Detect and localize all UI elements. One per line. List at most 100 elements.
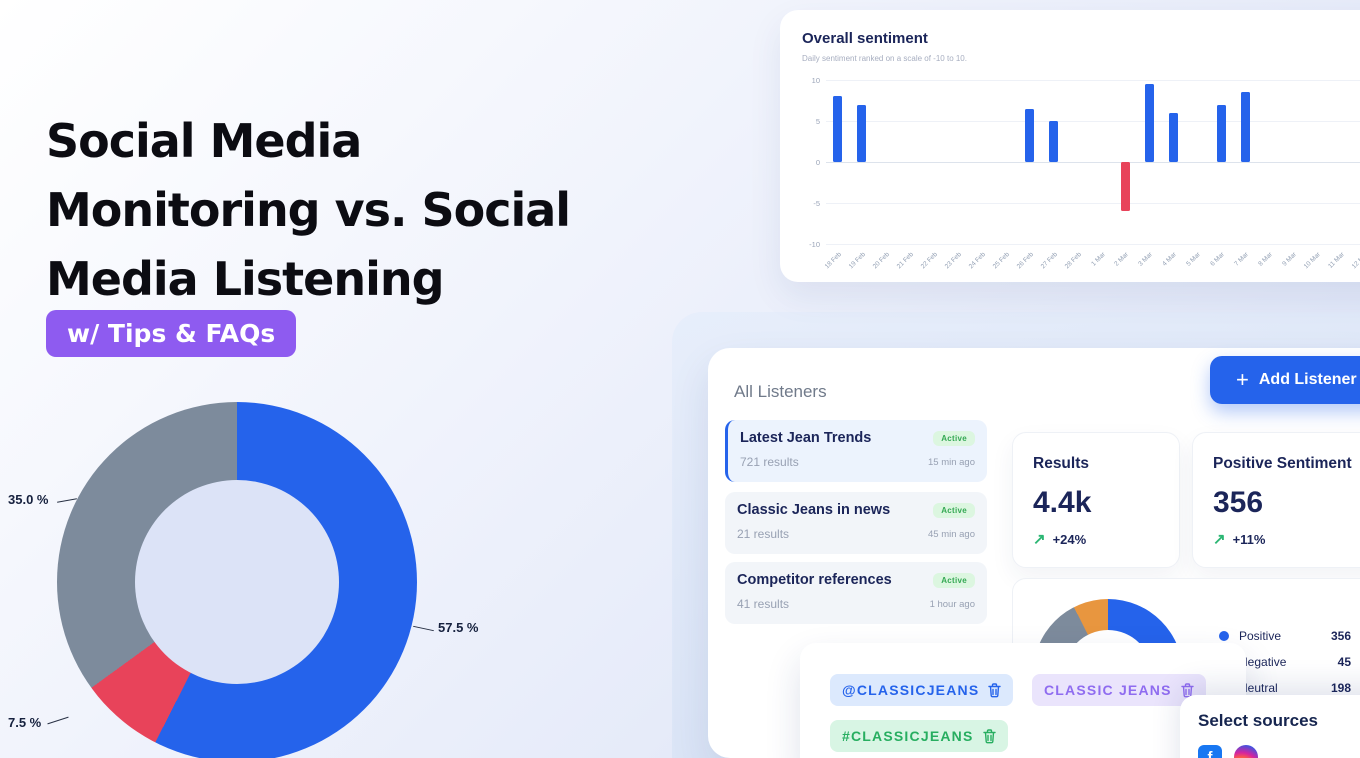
y-axis-tick: 0 [815,157,820,167]
listener-item[interactable]: Classic Jeans in news Active 21 results … [725,492,987,554]
x-axis-tick: 28 Feb [1063,251,1083,271]
facebook-icon[interactable]: f [1198,745,1222,758]
sentiment-bar [833,96,843,162]
legend-value: 45 [1337,655,1351,669]
sentiment-bar [1216,104,1226,162]
x-axis-tick: 7 Mar [1233,251,1251,268]
leader-line [47,716,69,725]
y-axis-tick: 5 [815,116,820,126]
legend-value: 356 [1330,629,1351,643]
x-axis-tick: 5 Mar [1185,251,1203,268]
gridline [826,162,1360,163]
sentiment-bar [857,104,867,162]
x-axis-tick: 6 Mar [1209,251,1227,268]
status-badge: Active [933,502,975,518]
tips-faqs-badge: w/ Tips & FAQs [46,310,297,357]
listener-time: 45 min ago [927,528,975,540]
sources-icon-row: f [1198,745,1360,758]
x-axis-tick: 25 Feb [991,251,1011,271]
gridline [826,244,1360,245]
stat-value: 356 [1213,486,1264,519]
keyword-chip-label: @CLASSICJEANS [842,682,980,698]
legend-value: 198 [1330,681,1351,695]
listener-results: 41 results [737,597,790,611]
gridline [826,203,1360,204]
legend-label: Negative [1239,655,1287,669]
keyword-chip[interactable]: CLASSIC JEANS [1032,674,1206,706]
sentiment-bar [1144,84,1154,162]
x-axis-tick: 8 Mar [1257,251,1275,268]
tracked-keywords-card: @CLASSICJEANS CLASSIC JEANS #CLASSICJEAN… [800,643,1246,758]
x-axis-tick: 4 Mar [1161,251,1179,268]
listener-name: Classic Jeans in news [737,502,891,518]
title-line-2: Monitoring vs. Social [46,182,571,237]
trash-icon[interactable] [988,682,1002,698]
y-axis-tick: -10 [809,239,820,249]
trash-icon[interactable] [982,728,996,744]
x-axis-tick: 2 Mar [1113,251,1131,268]
sentiment-bar-chart: 10 5 0 -5 -10 18 Feb 19 Feb 20 Feb 21 Feb 22 Feb 2… [809,76,1360,270]
sentiment-card-title: Overall sentiment [802,30,928,47]
select-sources-title: Select sources [1198,711,1319,730]
stat-label: Positive Sentiment [1213,455,1352,472]
share-donut-chart [57,402,417,758]
listener-item[interactable]: Latest Jean Trends Active 721 results 15… [725,420,987,482]
donut-label-red: 7.5 % [8,715,42,730]
page-title: Social Media Monitoring vs. Social Media… [46,107,571,314]
legend-row-positive: Positive 356 [1219,623,1351,649]
positive-dot-icon [1219,631,1229,641]
keyword-chip-label: #CLASSICJEANS [842,728,974,744]
x-axis-tick: 21 Feb [895,251,915,271]
x-axis-tick: 24 Feb [967,251,987,271]
listener-results: 721 results [740,455,799,469]
status-badge: Active [933,430,975,446]
sentiment-bar [1240,92,1250,162]
listener-time: 15 min ago [927,456,975,468]
listener-item[interactable]: Competitor references Active 41 results … [725,562,987,624]
x-axis-tick: 27 Feb [1039,251,1059,271]
x-axis-tick: 18 Feb [823,251,843,271]
x-axis-tick: 22 Feb [919,251,939,271]
add-listener-label: Add Listener [1258,371,1357,388]
keyword-chip-label: CLASSIC JEANS [1044,682,1172,698]
legend-label: Positive [1239,629,1282,643]
keyword-chip[interactable]: #CLASSICJEANS [830,720,1008,752]
x-axis-tick: 9 Mar [1281,251,1299,268]
leader-line [413,625,434,632]
keyword-chip[interactable]: @CLASSICJEANS [830,674,1014,706]
add-listener-button[interactable]: + Add Listener [1210,356,1360,404]
sentiment-bar [1168,112,1178,162]
y-axis-tick: 10 [811,75,820,85]
stat-delta-value: +11% [1232,531,1266,547]
x-axis-tick: 26 Feb [1015,251,1035,271]
donut-label-blue: 57.5 % [438,620,479,635]
x-axis-tick: 20 Feb [871,251,891,271]
sentiment-card-subtitle: Daily sentiment ranked on a scale of -10… [802,54,967,63]
gridline [826,80,1360,81]
sentiment-bar [1025,108,1035,162]
overall-sentiment-card: Overall sentiment Daily sentiment ranked… [780,10,1360,282]
x-axis-tick: 11 Mar [1327,251,1347,270]
instagram-icon[interactable] [1234,745,1258,758]
x-axis-tick: 10 Mar [1302,251,1323,271]
stat-delta-value: +24% [1052,531,1087,547]
plus-icon: + [1236,367,1249,392]
leader-line [57,498,77,503]
listeners-panel-title: All Listeners [734,382,827,401]
listener-results: 21 results [737,527,790,541]
title-line-3: Media Listening [46,251,445,306]
x-axis-tick: 3 Mar [1137,251,1155,268]
donut-hole [135,480,339,684]
x-axis-tick: 23 Feb [943,251,963,271]
gridline [826,121,1360,122]
results-stat-card: Results 4.4k ↗ +24% [1012,432,1180,568]
sentiment-bar [1049,121,1059,162]
listener-name: Competitor references [737,572,892,588]
listener-time: 1 hour ago [929,598,975,610]
y-axis-tick: -5 [813,198,820,208]
donut-label-gray: 35.0 % [8,492,49,507]
trend-up-icon: ↗ [1213,531,1226,548]
trend-up-icon: ↗ [1033,531,1046,548]
title-line-1: Social Media [46,113,362,168]
stat-label: Results [1033,455,1089,472]
